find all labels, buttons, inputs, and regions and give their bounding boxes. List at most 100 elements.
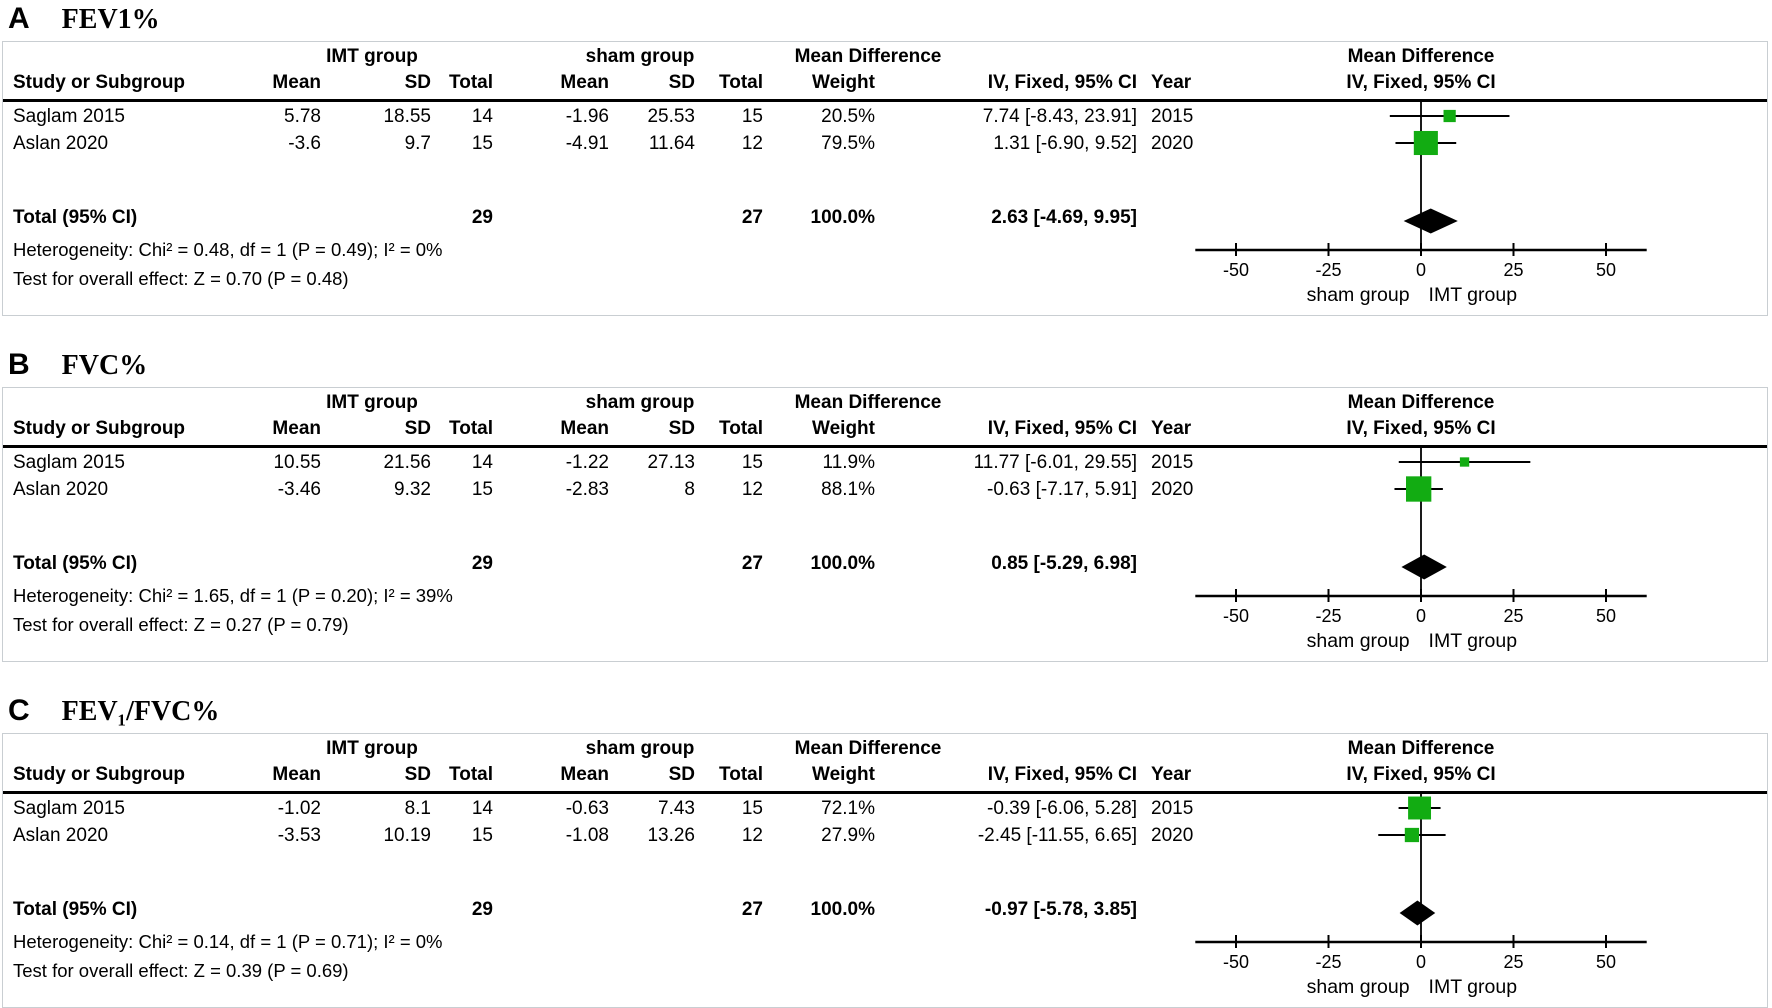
effect-square	[1443, 109, 1456, 123]
effect-square	[1405, 476, 1432, 502]
panel-b-body: Saglam 2015 10.55 21.56 14 -1.22 27.13 1…	[3, 448, 1767, 661]
sham-total: 15	[741, 452, 763, 473]
weight: 72.1%	[821, 798, 875, 819]
total-diamond	[1399, 900, 1436, 926]
sham-total: 15	[741, 798, 763, 819]
total-label: Total (95% CI)	[13, 553, 138, 574]
heterogeneity-line: Heterogeneity: Chi² = 0.48, df = 1 (P = …	[13, 239, 443, 260]
tick-label: -25	[1315, 260, 1341, 280]
panel-a-body: Saglam 2015 5.78 18.55 14 -1.96 25.53 15…	[3, 102, 1767, 315]
col-header-weight: Weight	[812, 764, 875, 785]
imt-sd: 10.19	[383, 825, 431, 846]
effect-square	[1404, 827, 1420, 843]
sham-sd: 8	[684, 479, 695, 500]
panel-c-outcome: FEV₁/FVC%	[61, 696, 220, 727]
imt-sd: 8.1	[404, 798, 431, 819]
group-header-sham: sham group	[585, 738, 695, 759]
col-header-sham-total: Total	[719, 72, 763, 93]
study-row: Aslan 2020 -3.53 10.19 15 -1.08 13.26 12…	[3, 822, 1767, 849]
tick-label: 50	[1596, 952, 1616, 972]
imt-total: 15	[471, 479, 493, 500]
sham-total: 12	[741, 133, 763, 154]
imt-sd: 21.56	[383, 452, 431, 473]
sham-sd: 27.13	[647, 452, 695, 473]
imt-mean: -3.53	[277, 825, 321, 846]
col-header-sham-mean: Mean	[560, 72, 609, 93]
effect-header-table: Mean Difference	[794, 738, 942, 759]
total-sham: 27	[741, 207, 763, 228]
imt-mean: 10.55	[273, 452, 321, 473]
col-header-sham-mean: Mean	[560, 764, 609, 785]
total-ci: -0.97 [-5.78, 3.85]	[984, 899, 1137, 920]
effect-header-table: Mean Difference	[794, 392, 942, 413]
effect-header-plot: Mean Difference	[1347, 46, 1495, 67]
col-header-sham-sd: SD	[668, 764, 695, 785]
ci-text: 1.31 [-6.90, 9.52]	[993, 133, 1137, 154]
col-header-weight: Weight	[812, 72, 875, 93]
group-header-sham: sham group	[585, 392, 695, 413]
imt-total: 14	[471, 452, 493, 473]
col-header-year: Year	[1151, 764, 1192, 785]
sham-total: 15	[741, 106, 763, 127]
sham-mean: -1.08	[565, 825, 609, 846]
year: 2015	[1151, 798, 1194, 819]
total-label: Total (95% CI)	[13, 207, 138, 228]
imt-total: 15	[471, 825, 493, 846]
col-header-weight: Weight	[812, 418, 875, 439]
panel-b-outcome: FVC%	[61, 350, 148, 381]
total-imt: 29	[471, 207, 493, 228]
study-row: Saglam 2015 10.55 21.56 14 -1.22 27.13 1…	[3, 449, 1767, 476]
forest-plot: -50 -25 0 25 50 sham group IMT group	[1195, 102, 1647, 306]
effect-square	[1413, 130, 1438, 156]
total-ci: 0.85 [-5.29, 6.98]	[991, 553, 1137, 574]
col-header-sham-total: Total	[719, 764, 763, 785]
imt-total: 14	[471, 106, 493, 127]
group-header-imt: IMT group	[326, 392, 418, 413]
panel-c-header: IMT group sham group Mean Difference Mea…	[3, 734, 1767, 794]
ci-text: -0.63 [-7.17, 5.91]	[987, 479, 1137, 500]
col-header-imt-sd: SD	[404, 418, 431, 439]
tick-label: 50	[1596, 606, 1616, 626]
overall-effect-line: Test for overall effect: Z = 0.70 (P = 0…	[13, 268, 349, 289]
effect-header-table: Mean Difference	[794, 46, 942, 67]
study-row: Aslan 2020 -3.6 9.7 15 -4.91 11.64 12 79…	[3, 130, 1767, 157]
total-ci: 2.63 [-4.69, 9.95]	[991, 207, 1137, 228]
study-name: Saglam 2015	[13, 798, 125, 819]
year: 2020	[1151, 133, 1194, 154]
imt-mean: 5.78	[284, 106, 321, 127]
total-diamond	[1401, 554, 1447, 580]
total-imt: 29	[471, 553, 493, 574]
sham-mean: -1.96	[565, 106, 609, 127]
weight: 88.1%	[821, 479, 875, 500]
heterogeneity-line: Heterogeneity: Chi² = 0.14, df = 1 (P = …	[13, 931, 443, 952]
total-row: Total (95% CI) 29 27 100.0% 2.63 [-4.69,…	[3, 204, 1767, 232]
method-header-plot: IV, Fixed, 95% CI	[1346, 418, 1496, 439]
study-name: Aslan 2020	[13, 133, 109, 154]
imt-mean: -3.46	[277, 479, 321, 500]
total-label: Total (95% CI)	[13, 899, 138, 920]
weight: 27.9%	[821, 825, 875, 846]
overall-effect-line: Test for overall effect: Z = 0.39 (P = 0…	[13, 960, 349, 981]
overall-effect-line: Test for overall effect: Z = 0.27 (P = 0…	[13, 614, 349, 635]
panel-b-header: IMT group sham group Mean Difference Mea…	[3, 388, 1767, 448]
tick-label: 25	[1503, 952, 1523, 972]
ci-text: 11.77 [-6.01, 29.55]	[973, 452, 1137, 473]
weight: 11.9%	[822, 452, 875, 473]
sham-mean: -2.83	[565, 479, 609, 500]
panel-b-letter: B	[8, 348, 30, 381]
study-row: Aslan 2020 -3.46 9.32 15 -2.83 8 12 88.1…	[3, 476, 1767, 503]
imt-mean: -3.6	[288, 133, 321, 154]
effect-header-plot: Mean Difference	[1347, 392, 1495, 413]
col-header-sham-total: Total	[719, 418, 763, 439]
total-diamond	[1403, 208, 1458, 234]
group-header-sham: sham group	[585, 46, 695, 67]
ci-text: -0.39 [-6.06, 5.28]	[987, 798, 1137, 819]
sham-total: 12	[741, 479, 763, 500]
col-header-imt-total: Total	[449, 72, 493, 93]
method-header-plot: IV, Fixed, 95% CI	[1346, 72, 1496, 93]
year: 2020	[1151, 479, 1194, 500]
col-header-year: Year	[1151, 418, 1192, 439]
total-weight: 100.0%	[810, 899, 875, 920]
imt-sd: 18.55	[383, 106, 431, 127]
col-header-imt-mean: Mean	[272, 72, 321, 93]
